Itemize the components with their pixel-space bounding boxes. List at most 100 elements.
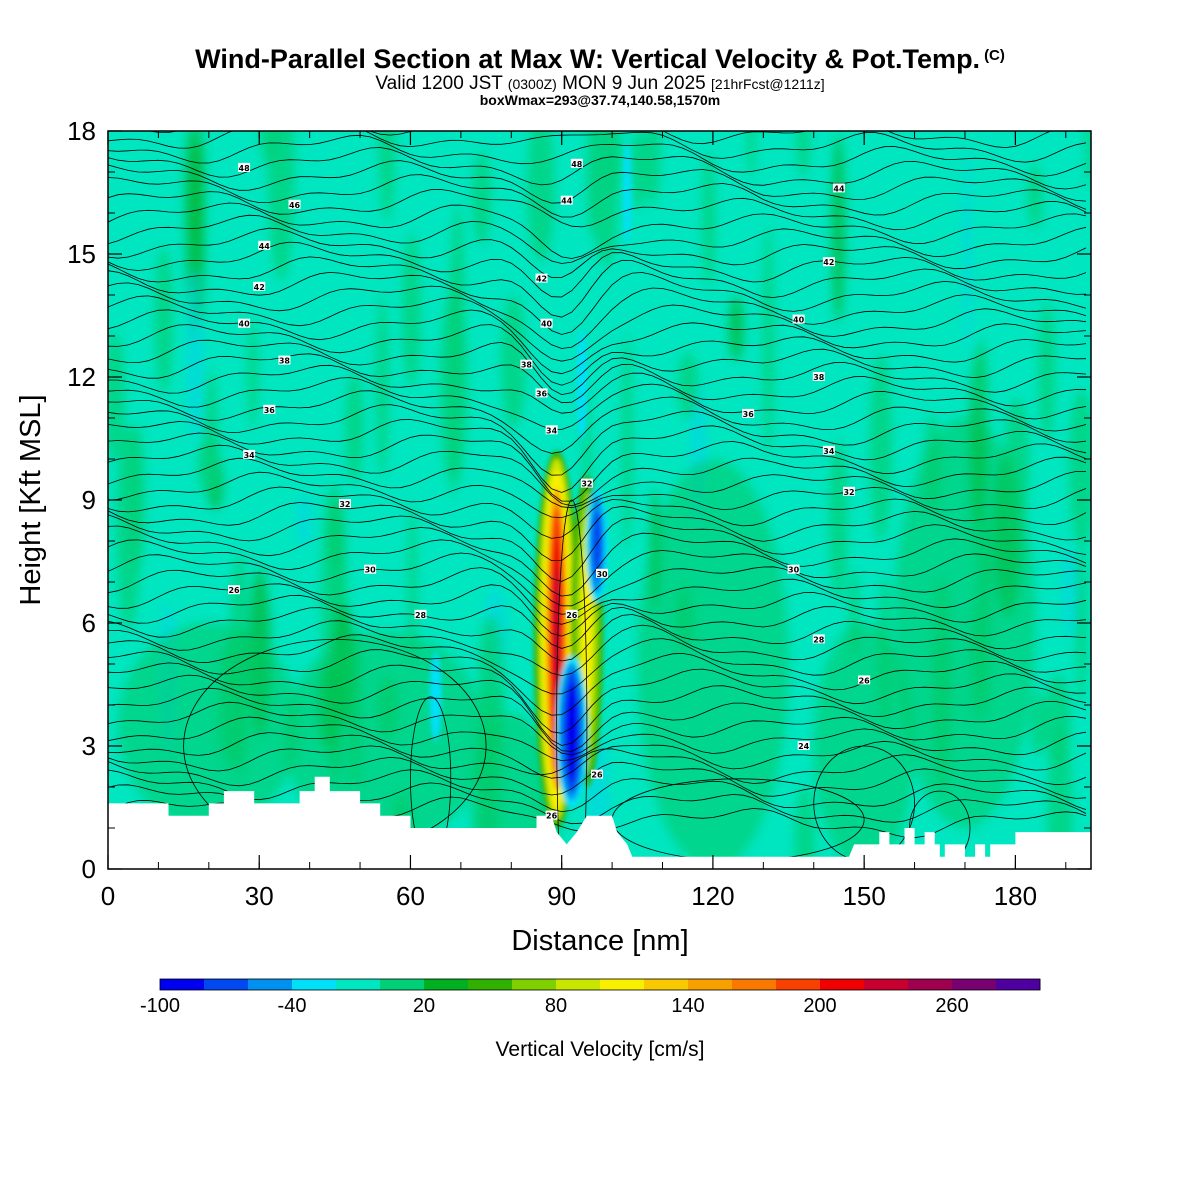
colorbar-label: 80 — [545, 995, 567, 1017]
colorbar-swatch — [512, 979, 557, 990]
contour-label: 26 — [590, 769, 603, 780]
w-patch — [1044, 674, 1071, 767]
svg-text:44: 44 — [561, 197, 573, 206]
y-axis-title: Height [Kft MSL] — [15, 394, 47, 605]
contour-label: 42 — [535, 273, 548, 284]
colorbar-label: 260 — [935, 995, 968, 1017]
theta-contour — [108, 567, 1087, 625]
colorbar-label: -100 — [140, 995, 180, 1017]
w-patch — [1063, 543, 1077, 638]
w-patch — [378, 131, 396, 222]
colorbar-swatch — [204, 979, 249, 990]
contour-label: 26 — [545, 810, 558, 821]
contour-label: 34 — [243, 449, 256, 460]
theta-contour — [108, 552, 1087, 615]
theta-contour — [108, 502, 1087, 562]
contour-label: 36 — [263, 404, 276, 415]
x-tick-label: 30 — [245, 881, 274, 911]
colorbar-swatch — [160, 979, 205, 990]
contour-label: 46 — [288, 199, 301, 210]
svg-text:26: 26 — [546, 812, 558, 821]
y-tick-label: 18 — [67, 116, 96, 146]
svg-text:24: 24 — [798, 742, 810, 751]
contour-label: 30 — [787, 564, 800, 575]
w-patch — [831, 134, 846, 323]
colorbar-swatch — [556, 979, 601, 990]
colorbar-swatch — [688, 979, 733, 990]
colorbar-swatch — [864, 979, 909, 990]
w-patch — [402, 233, 421, 387]
theta-contour — [108, 241, 1087, 298]
w-patch — [297, 493, 312, 548]
colorbar-swatch — [644, 979, 689, 990]
svg-text:42: 42 — [536, 275, 547, 284]
colorbar-label: 20 — [413, 995, 435, 1017]
colorbar-swatch — [600, 979, 645, 990]
y-tick-label: 6 — [82, 608, 96, 638]
w-patch — [605, 131, 622, 199]
w-patch — [376, 294, 389, 477]
theta-contour — [108, 134, 1087, 177]
theta-contour — [108, 486, 1087, 539]
colorbar-swatch — [776, 979, 821, 990]
theta-contour — [108, 432, 1087, 502]
colorbar: -100 -40 20 80 140 200 260 — [140, 978, 1041, 1017]
downdraft-core — [566, 682, 578, 781]
contour-label: 24 — [797, 741, 810, 751]
contour-label: 42 — [822, 257, 835, 267]
svg-text:26: 26 — [859, 676, 871, 685]
theta-contour — [108, 649, 1087, 716]
contour-label: 32 — [338, 499, 351, 509]
contour-label: 30 — [596, 568, 609, 579]
svg-text:28: 28 — [813, 635, 825, 644]
theta-contour — [108, 324, 1087, 386]
w-patch — [259, 131, 280, 165]
svg-text:44: 44 — [833, 184, 845, 193]
theta-contour — [556, 499, 588, 869]
w-patch — [702, 151, 716, 287]
theta-contour — [108, 716, 1087, 762]
colorbar-swatch — [732, 979, 777, 990]
y-tick-label: 12 — [67, 362, 96, 392]
theta-contour — [147, 131, 1052, 149]
contour-label: 38 — [812, 372, 825, 382]
w-patch — [527, 131, 555, 262]
theta-contour — [108, 309, 1087, 375]
theta-contour — [108, 214, 1087, 264]
svg-text:46: 46 — [289, 201, 301, 210]
contour-label: 42 — [253, 281, 266, 292]
theta-contour — [108, 620, 1087, 677]
theta-contour — [108, 674, 1087, 746]
svg-text:26: 26 — [228, 586, 240, 595]
w-patch — [1038, 301, 1056, 441]
theta-contour — [108, 270, 1087, 335]
w-patch — [108, 331, 125, 462]
svg-text:40: 40 — [239, 320, 251, 329]
chart-subtitle: Valid 1200 JST (0300Z) MON 9 Jun 2025 [2… — [375, 73, 825, 94]
w-patch — [1076, 531, 1088, 704]
svg-text:38: 38 — [813, 373, 825, 382]
svg-text:40: 40 — [541, 320, 553, 329]
colorbar-swatch — [820, 979, 865, 990]
w-patch — [196, 137, 205, 322]
theta-contour — [108, 419, 1087, 493]
w-patch — [869, 353, 892, 542]
colorbar-swatch — [908, 979, 953, 990]
svg-text:26: 26 — [591, 771, 603, 780]
w-patch — [501, 295, 526, 428]
svg-text:32: 32 — [581, 480, 592, 489]
theta-contour — [108, 583, 1087, 637]
w-patch — [1027, 164, 1043, 230]
contour-label: 26 — [228, 585, 241, 595]
contour-label: 38 — [278, 355, 291, 366]
w-patch — [128, 423, 145, 573]
colorbar-swatch — [952, 979, 997, 990]
contour-label: 34 — [822, 445, 835, 456]
theta-contour — [108, 364, 1087, 414]
colorbar-label: 140 — [671, 995, 704, 1017]
x-tick-label: 120 — [691, 881, 734, 911]
theta-contour — [108, 539, 1087, 607]
box-info: boxWmax=293@37.74,140.58,1570m — [479, 92, 721, 108]
downdraft-core — [623, 142, 632, 243]
w-patch — [622, 336, 633, 548]
